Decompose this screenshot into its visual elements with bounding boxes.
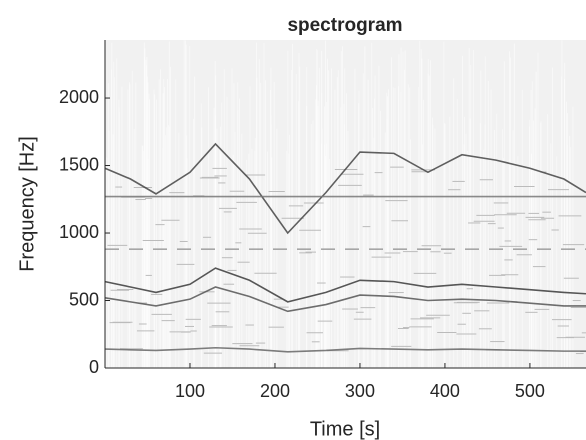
frequency-track xyxy=(104,142,586,235)
plot-area xyxy=(105,40,586,368)
y-tick-label: 1500 xyxy=(59,154,99,174)
y-tick-label: 1000 xyxy=(59,222,99,242)
y-tick-label: 500 xyxy=(69,289,99,309)
x-tick-label: 100 xyxy=(175,381,205,401)
y-axis-label: Frequency [Hz] xyxy=(16,136,38,272)
y-tick-label: 0 xyxy=(89,357,99,377)
x-tick-label: 300 xyxy=(345,381,375,401)
x-tick-label: 500 xyxy=(515,381,545,401)
frequency-track xyxy=(104,346,586,353)
x-axis-label: Time [s] xyxy=(310,418,380,440)
texture xyxy=(104,40,586,368)
chart-title: spectrogram xyxy=(287,15,402,36)
frequency-track xyxy=(104,267,586,303)
y-tick-label: 2000 xyxy=(59,87,99,107)
x-tick-label: 400 xyxy=(430,381,460,401)
frequency-track xyxy=(104,286,586,313)
x-tick-label: 200 xyxy=(260,381,290,401)
